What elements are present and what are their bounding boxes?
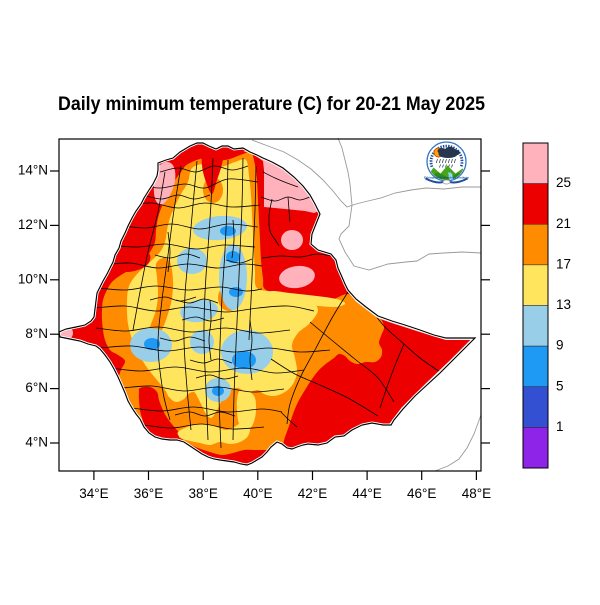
svg-text:21: 21 [556,216,571,231]
svg-text:38°E: 38°E [188,486,217,501]
svg-text:9: 9 [556,338,564,353]
svg-text:4°N: 4°N [25,435,48,450]
svg-text:Ethiopian Meteorology Institut: Ethiopian Meteorology Institute [424,176,469,180]
svg-text:14°N: 14°N [18,163,48,178]
svg-text:42°E: 42°E [298,486,327,501]
svg-text:8°N: 8°N [25,326,48,341]
svg-text:17: 17 [556,256,571,271]
svg-text:10°N: 10°N [18,271,48,286]
svg-text:Daily minimum temperature (C): Daily minimum temperature (C) for 20-21 … [58,94,485,115]
svg-text:36°E: 36°E [134,486,163,501]
svg-text:5: 5 [556,378,564,393]
svg-text:48°E: 48°E [462,486,491,501]
svg-text:6°N: 6°N [25,380,48,395]
svg-text:12°N: 12°N [18,217,48,232]
svg-text:13: 13 [556,297,571,312]
svg-text:1: 1 [556,419,564,434]
svg-text:25: 25 [556,175,571,190]
svg-text:46°E: 46°E [407,486,436,501]
svg-text:44°E: 44°E [352,486,381,501]
svg-text:40°E: 40°E [243,486,272,501]
svg-text:34°E: 34°E [79,486,108,501]
